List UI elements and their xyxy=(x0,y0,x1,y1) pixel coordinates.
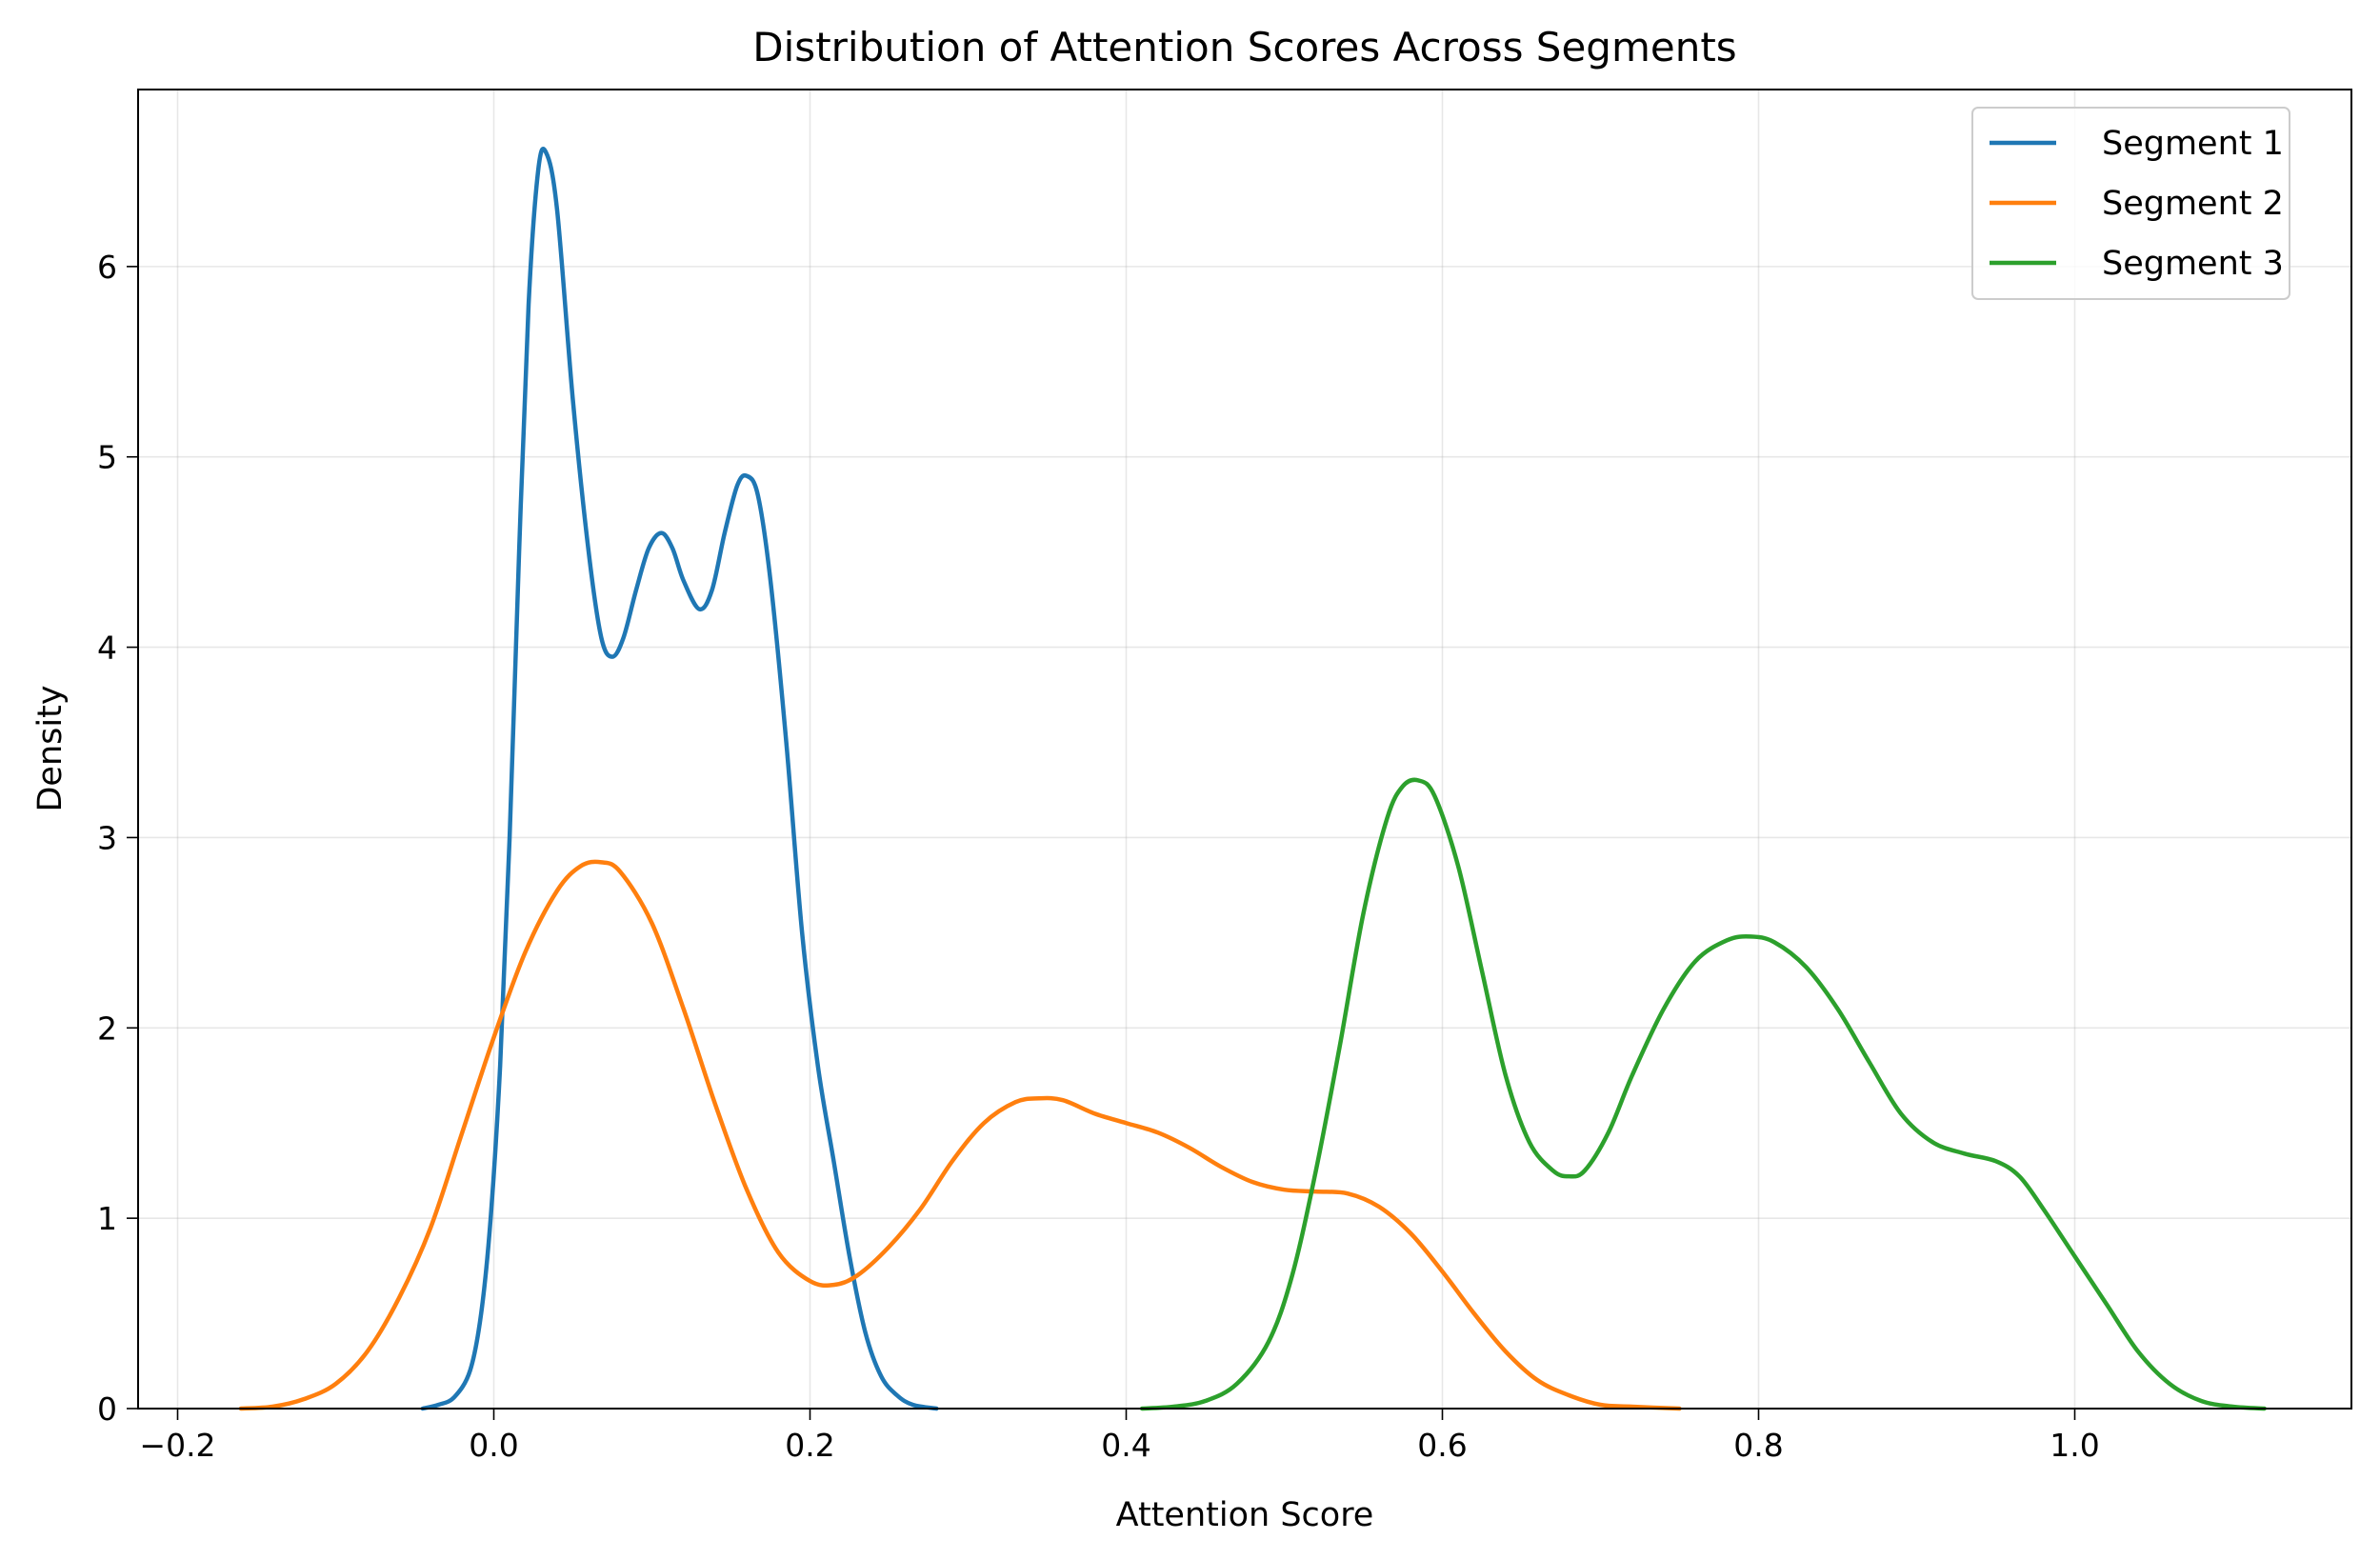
y-axis-label: Density xyxy=(31,685,70,811)
segment-3-line xyxy=(1139,777,2267,1411)
x-axis-label: Attention Score xyxy=(1116,1496,1374,1534)
y-tick-label: 4 xyxy=(97,630,117,667)
x-tick-label: 1.0 xyxy=(2050,1427,2099,1464)
legend-box xyxy=(1971,107,2290,300)
y-tick-label: 3 xyxy=(97,819,117,856)
segment-1-line xyxy=(420,147,939,1411)
x-tick-label: 0.4 xyxy=(1101,1427,1150,1464)
x-tick-label: 0.2 xyxy=(785,1427,834,1464)
series-layer xyxy=(238,147,2267,1411)
segment-2-line xyxy=(238,859,1682,1411)
ticks: −0.2 0.0 0.2 0.4 0.6 0.8 1.0 0 1 2 3 4 5 6 xyxy=(97,249,2100,1464)
y-tick-label: 5 xyxy=(97,439,117,476)
y-tick-label: 0 xyxy=(97,1390,117,1428)
legend-label-segment-3: Segment 3 xyxy=(2102,245,2284,283)
x-tick-label: 0.0 xyxy=(469,1427,518,1464)
x-tick-label: 0.8 xyxy=(1733,1427,1783,1464)
legend-label-segment-1: Segment 1 xyxy=(2102,125,2284,163)
legend: Segment 1 Segment 2 Segment 3 xyxy=(1971,107,2290,300)
x-tick-label: −0.2 xyxy=(139,1427,215,1464)
plot-frame xyxy=(137,89,2352,1410)
y-tick-label: 1 xyxy=(97,1200,117,1237)
y-tick-label: 6 xyxy=(97,249,117,286)
y-tick-label: 2 xyxy=(97,1010,117,1047)
legend-label-segment-2: Segment 2 xyxy=(2102,185,2284,223)
x-tick-label: 0.6 xyxy=(1417,1427,1467,1464)
chart-title: Distribution of Attention Scores Across … xyxy=(752,24,1736,70)
